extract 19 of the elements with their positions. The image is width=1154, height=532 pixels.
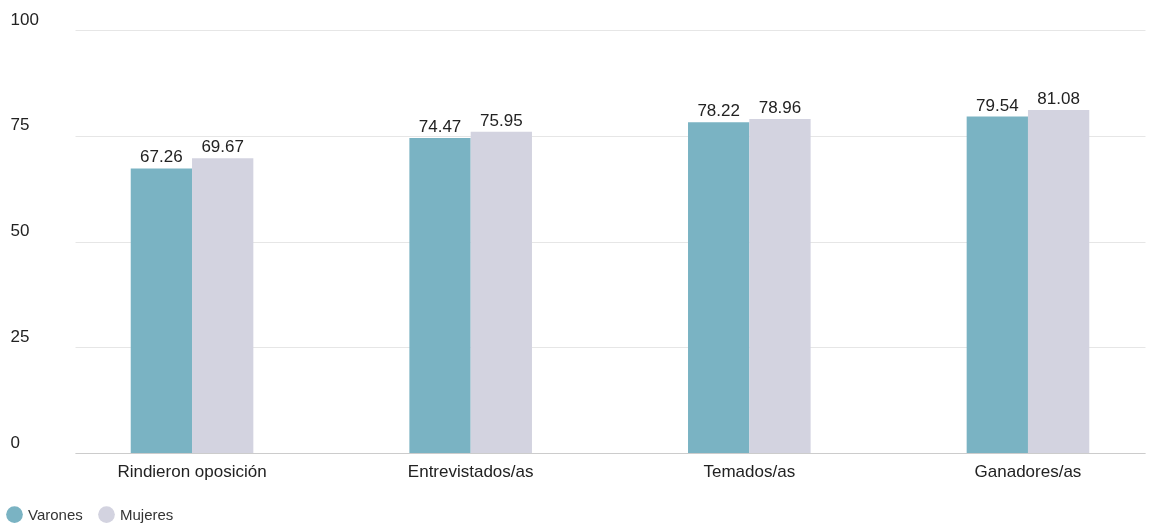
x-tick-label: Ganadores/as — [974, 461, 1082, 481]
x-tick-label: Rindieron oposición — [117, 461, 267, 481]
data-label: 75.95 — [480, 110, 523, 130]
y-tick-label: 100 — [10, 9, 39, 29]
data-label: 78.96 — [758, 98, 802, 117]
y-tick-label: 75 — [10, 115, 30, 135]
data-label: 81.08 — [1037, 89, 1080, 109]
x-tick-label: Entrevistados/as — [407, 461, 534, 481]
y-tick-label: 50 — [10, 221, 30, 240]
data-label: 67.26 — [140, 147, 183, 167]
data-label: 78.22 — [697, 101, 740, 121]
legend-label: Mujeres — [120, 505, 174, 523]
data-label: 74.47 — [418, 116, 462, 136]
legend-label: Varones — [28, 505, 83, 523]
y-tick-label: 25 — [10, 326, 30, 346]
data-label: 79.54 — [976, 95, 1019, 115]
x-tick-label: Temados/as — [703, 461, 796, 481]
data-label: 69.67 — [201, 137, 244, 157]
y-tick-label: 0 — [10, 432, 20, 452]
